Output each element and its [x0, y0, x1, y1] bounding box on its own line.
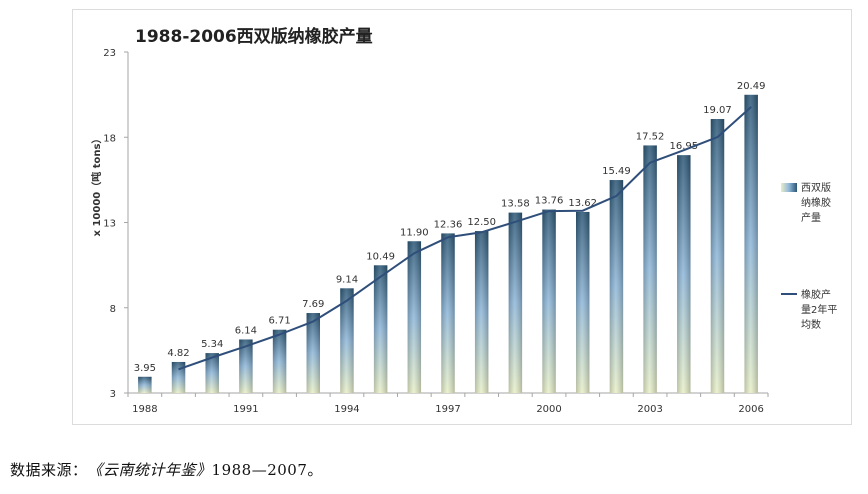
bar-data-label: 13.58 [501, 199, 530, 210]
legend-bar-swatch [781, 183, 797, 192]
x-tick-label: 2000 [536, 404, 561, 415]
bar-shading [373, 265, 388, 393]
bar-data-label: 12.36 [434, 219, 463, 230]
x-tick-label: 1991 [233, 404, 258, 415]
bar-data-label: 17.52 [636, 131, 665, 142]
legend-bar-label: 产量 [801, 211, 821, 224]
bar-data-label: 4.82 [167, 348, 189, 359]
bar-shading [441, 233, 455, 393]
bar-data-label: 3.95 [134, 363, 156, 374]
y-axis-label: x 10000（吨 tons） [90, 134, 103, 237]
bar-data-label: 6.14 [235, 325, 257, 336]
bar-shading [205, 353, 219, 393]
y-tick-label: 13 [103, 219, 116, 230]
bar-shading [171, 361, 186, 393]
x-tick-label: 2006 [738, 404, 763, 415]
bar-shading [744, 94, 758, 393]
legend-bar-label: 西双版 [801, 181, 831, 194]
source-prefix: 数据来源： [10, 461, 88, 479]
source-book: 《云南统计年鉴》 [87, 461, 212, 479]
y-tick-label: 3 [110, 389, 116, 400]
bar-shading [542, 209, 556, 393]
bar-data-label: 15.49 [602, 166, 631, 177]
bar-data-label: 11.90 [400, 227, 429, 238]
bar-shading [306, 313, 320, 393]
x-tick-label: 2003 [637, 404, 662, 415]
bar-shading [643, 145, 657, 393]
legend-line-label: 量2年平 [801, 303, 837, 316]
bar-shading [340, 288, 354, 393]
bar-data-label: 10.49 [366, 251, 395, 262]
legend-bar-label: 纳橡胶 [801, 196, 831, 209]
bar-shading [138, 376, 152, 393]
bar-shading [677, 155, 691, 393]
y-tick-label: 23 [103, 48, 116, 59]
x-tick-label: 1994 [334, 404, 359, 415]
bar-data-label: 9.14 [336, 274, 358, 285]
bar-shading [474, 231, 489, 393]
bar-data-label: 12.50 [467, 217, 496, 228]
chart-title: 1988-2006西双版纳橡胶产量 [135, 26, 373, 47]
bar-data-label: 20.49 [737, 81, 766, 92]
legend-line-label: 橡胶产 [801, 288, 831, 301]
bar-data-label: 16.95 [669, 141, 698, 152]
source-years: 1988—2007。 [211, 461, 323, 479]
bar-data-label: 7.69 [302, 299, 324, 310]
bar-shading [710, 119, 725, 393]
bar-data-label: 13.62 [568, 198, 597, 209]
bar-data-label: 19.07 [703, 105, 732, 116]
bar-data-label: 5.34 [201, 339, 223, 350]
bar-shading [508, 212, 523, 393]
legend-line-label: 均数 [801, 318, 821, 331]
source-note: 数据来源：《云南统计年鉴》1988—2007。 [10, 459, 323, 480]
moving-average-line [178, 106, 752, 371]
x-tick-label: 1997 [435, 404, 460, 415]
bar-shading [609, 180, 624, 393]
bar-data-label: 6.71 [268, 316, 290, 327]
bar-shading [407, 241, 422, 393]
bar-shading [272, 329, 287, 393]
y-tick-label: 8 [110, 304, 116, 315]
x-tick-label: 1988 [132, 404, 157, 415]
bar-shading [239, 339, 253, 393]
bar-shading [576, 211, 590, 393]
bar-data-label: 13.76 [535, 196, 564, 207]
y-tick-label: 18 [103, 133, 116, 144]
